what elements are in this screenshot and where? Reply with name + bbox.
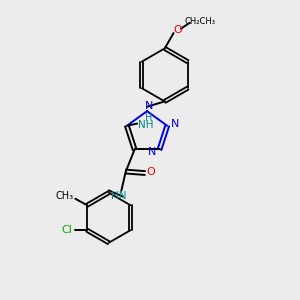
Text: O: O <box>146 167 155 178</box>
Text: NH: NH <box>138 120 154 130</box>
Text: N: N <box>148 147 156 157</box>
Text: HN: HN <box>111 191 126 201</box>
Text: O: O <box>173 25 182 35</box>
Text: Cl: Cl <box>61 225 73 235</box>
Text: N: N <box>171 119 180 129</box>
Text: H: H <box>145 113 153 123</box>
Text: CH₂CH₃: CH₂CH₃ <box>184 17 216 26</box>
Text: N: N <box>145 101 153 111</box>
Text: CH₃: CH₃ <box>55 191 73 201</box>
